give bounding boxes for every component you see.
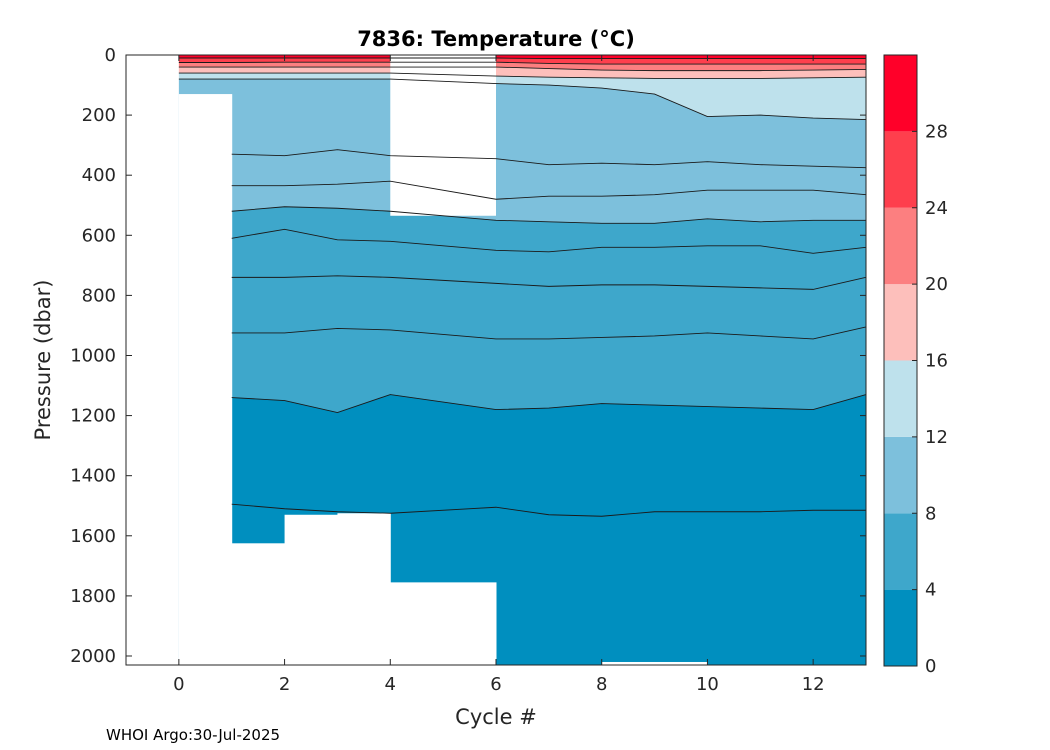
y-tick-label: 1600	[70, 526, 116, 547]
no-data-region	[337, 513, 391, 667]
isotherm-8	[231, 206, 866, 224]
y-tick-label: 1400	[70, 466, 116, 487]
y-tick-label: 1200	[70, 406, 116, 427]
missing-data-mask	[127, 55, 708, 668]
colorbar-swatch	[884, 360, 917, 437]
colorbar-tick-label: 4	[925, 580, 936, 601]
no-data-region	[284, 514, 338, 667]
colorbar-swatch	[884, 207, 917, 285]
colorbar-tick-label: 16	[925, 351, 948, 372]
isotherm-20	[178, 66, 867, 72]
isotherm-4	[231, 394, 867, 414]
x-tick-label: 10	[696, 674, 719, 695]
no-data-region	[231, 543, 286, 667]
isotherm-5	[231, 326, 867, 340]
isotherm-10	[231, 149, 867, 169]
y-tick-label: 2000	[70, 646, 116, 667]
isotherm-12	[178, 78, 867, 121]
x-tick-label: 12	[802, 674, 825, 695]
isotherm-24	[178, 61, 866, 65]
isotherm-7	[231, 228, 867, 254]
isotherm-16	[178, 72, 867, 79]
colorbar-swatch	[884, 131, 917, 208]
colorbar-swatch	[884, 436, 917, 514]
x-tick-label: 8	[596, 674, 607, 695]
colorbar-tick-label: 28	[925, 121, 948, 142]
colorbar-tick-label: 8	[925, 503, 936, 524]
y-tick-label: 200	[82, 105, 116, 126]
x-tick-label: 4	[385, 674, 396, 695]
colorbar-tick-label: 20	[925, 274, 948, 295]
colorbar: 0 4 8 12 16 20 24 28	[883, 54, 948, 677]
y-axis-label: Pressure (dbar)	[31, 280, 55, 441]
y-tick-label: 0	[105, 45, 116, 66]
isotherm-9	[231, 180, 867, 200]
colorbar-swatch	[884, 284, 917, 361]
colorbar-swatch	[884, 513, 917, 590]
y-tick-label: 800	[82, 285, 116, 306]
colorbar-tick-label: 0	[925, 656, 936, 677]
y-axis-ticks: 0 200 400 600 800 1000 1200 1400 1600 1800 2000	[70, 45, 866, 667]
no-data-region	[390, 582, 497, 667]
no-data-region	[127, 56, 179, 664]
colorbar-tick-label: 24	[925, 198, 948, 219]
no-data-region	[178, 94, 233, 668]
colorbar-swatch	[884, 55, 917, 132]
y-tick-label: 1000	[70, 345, 116, 366]
x-axis-label: Cycle #	[455, 705, 537, 729]
footer-source-label: WHOI Argo:30-Jul-2025	[106, 726, 280, 744]
x-tick-label: 2	[279, 674, 290, 695]
colorbar-swatch	[884, 589, 917, 666]
isotherm-6	[231, 275, 867, 290]
no-data-region	[604, 661, 705, 667]
x-tick-label: 0	[173, 674, 184, 695]
x-tick-label: 6	[490, 674, 501, 695]
isotherm-3	[231, 503, 866, 517]
y-tick-label: 1800	[70, 586, 116, 607]
y-tick-label: 600	[82, 225, 116, 246]
no-data-region	[390, 55, 496, 216]
y-tick-label: 400	[82, 165, 116, 186]
colorbar-tick-label: 12	[925, 427, 948, 448]
x-axis-ticks: 0 2 4 6 8 10 12	[173, 55, 825, 695]
chart-title: 7836: Temperature (°C)	[357, 27, 635, 51]
